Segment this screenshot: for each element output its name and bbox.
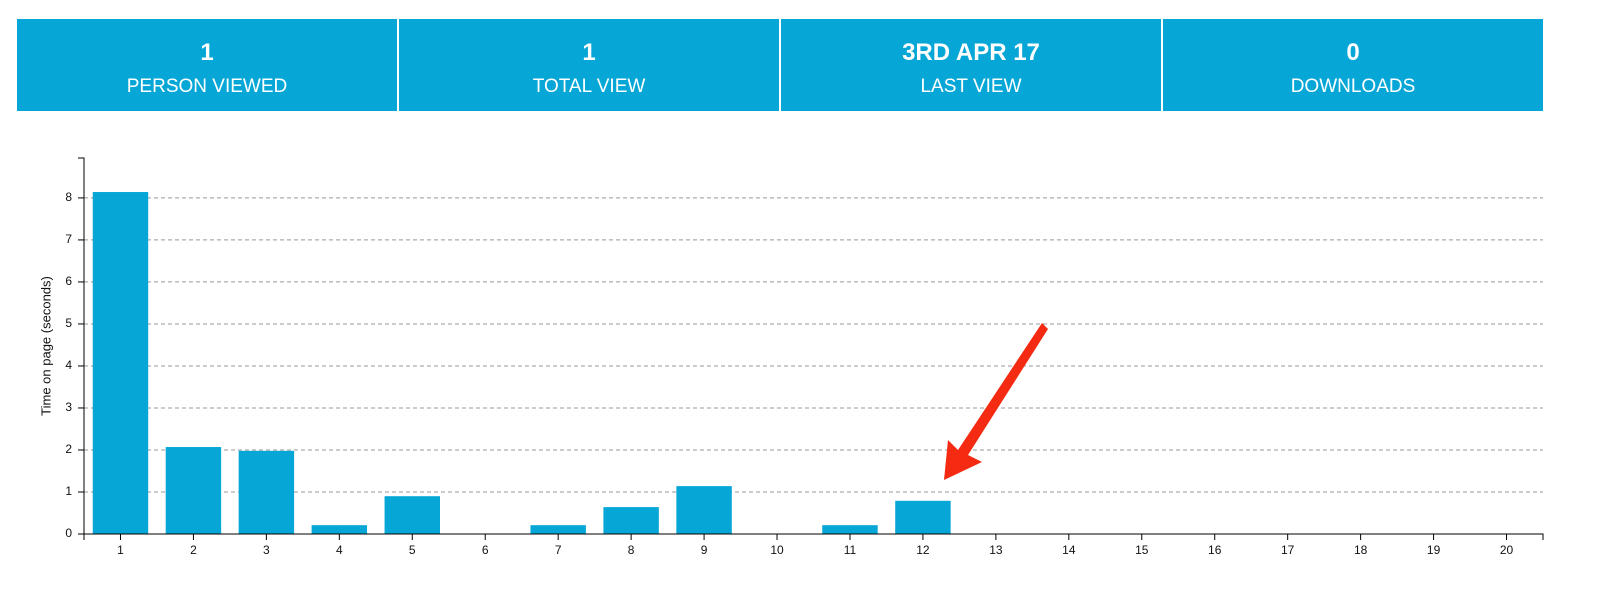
stat-box [1163, 19, 1543, 111]
x-tick-label: 20 [1500, 543, 1514, 557]
stat-box [17, 19, 397, 111]
bar [822, 525, 878, 534]
x-tick-label: 15 [1135, 543, 1149, 557]
x-tick-label: 12 [916, 543, 930, 557]
x-tick-label: 6 [482, 543, 489, 557]
bar [311, 525, 368, 534]
x-tick-label: 19 [1427, 543, 1441, 557]
y-tick-label: 4 [65, 358, 72, 372]
annotation-arrow [944, 323, 1048, 480]
stat-value: 3RD APR 17 [902, 39, 1040, 66]
x-tick-label: 8 [628, 543, 635, 557]
x-tick-label: 2 [190, 543, 197, 557]
stat-value: 0 [1346, 39, 1359, 66]
stat-label: DOWNLOADS [1291, 76, 1416, 97]
x-tick-label: 16 [1208, 543, 1222, 557]
stat-value: 1 [582, 39, 595, 66]
x-tick-label: 9 [701, 543, 708, 557]
y-axis [78, 157, 85, 534]
y-tick-label: 6 [65, 274, 72, 288]
stat-label: PERSON VIEWED [127, 76, 287, 97]
x-tick-label: 11 [844, 543, 857, 557]
stat-label: LAST VIEW [920, 76, 1021, 97]
stats-bar: 1 PERSON VIEWED 1 TOTAL VIEW 3RD APR 17 … [17, 19, 1543, 111]
bar [895, 500, 951, 534]
x-tick-label: 14 [1062, 543, 1076, 557]
bar [238, 450, 295, 534]
bar [92, 192, 149, 534]
x-tick-label: 13 [989, 543, 1003, 557]
y-tick-label: 2 [65, 442, 72, 456]
x-tick-label: 4 [336, 543, 343, 557]
bar [165, 447, 222, 534]
x-tick-label: 18 [1354, 543, 1368, 557]
bar [603, 507, 659, 534]
x-tick-label: 5 [409, 543, 416, 557]
x-tick-label: 7 [555, 543, 562, 557]
y-tick-label: 8 [65, 190, 72, 204]
stat-box [781, 19, 1161, 111]
x-tick-label: 1 [117, 543, 124, 557]
y-tick-label: 5 [65, 316, 72, 330]
x-tick-label: 3 [263, 543, 270, 557]
stat-value: 1 [200, 39, 213, 66]
x-tick-label: 10 [770, 543, 784, 557]
y-tick-label: 3 [65, 400, 72, 414]
y-axis-label: Time on page (seconds) [38, 276, 53, 416]
y-tick-label: 0 [65, 526, 72, 540]
y-tick-label: 7 [65, 232, 72, 246]
stat-box [399, 19, 779, 111]
y-tick-label: 1 [65, 484, 72, 498]
stat-label: TOTAL VIEW [533, 76, 646, 97]
bar [676, 486, 732, 534]
x-axis [83, 533, 1544, 540]
x-tick-label: 17 [1281, 543, 1295, 557]
bar [530, 525, 586, 534]
bar [384, 496, 440, 534]
